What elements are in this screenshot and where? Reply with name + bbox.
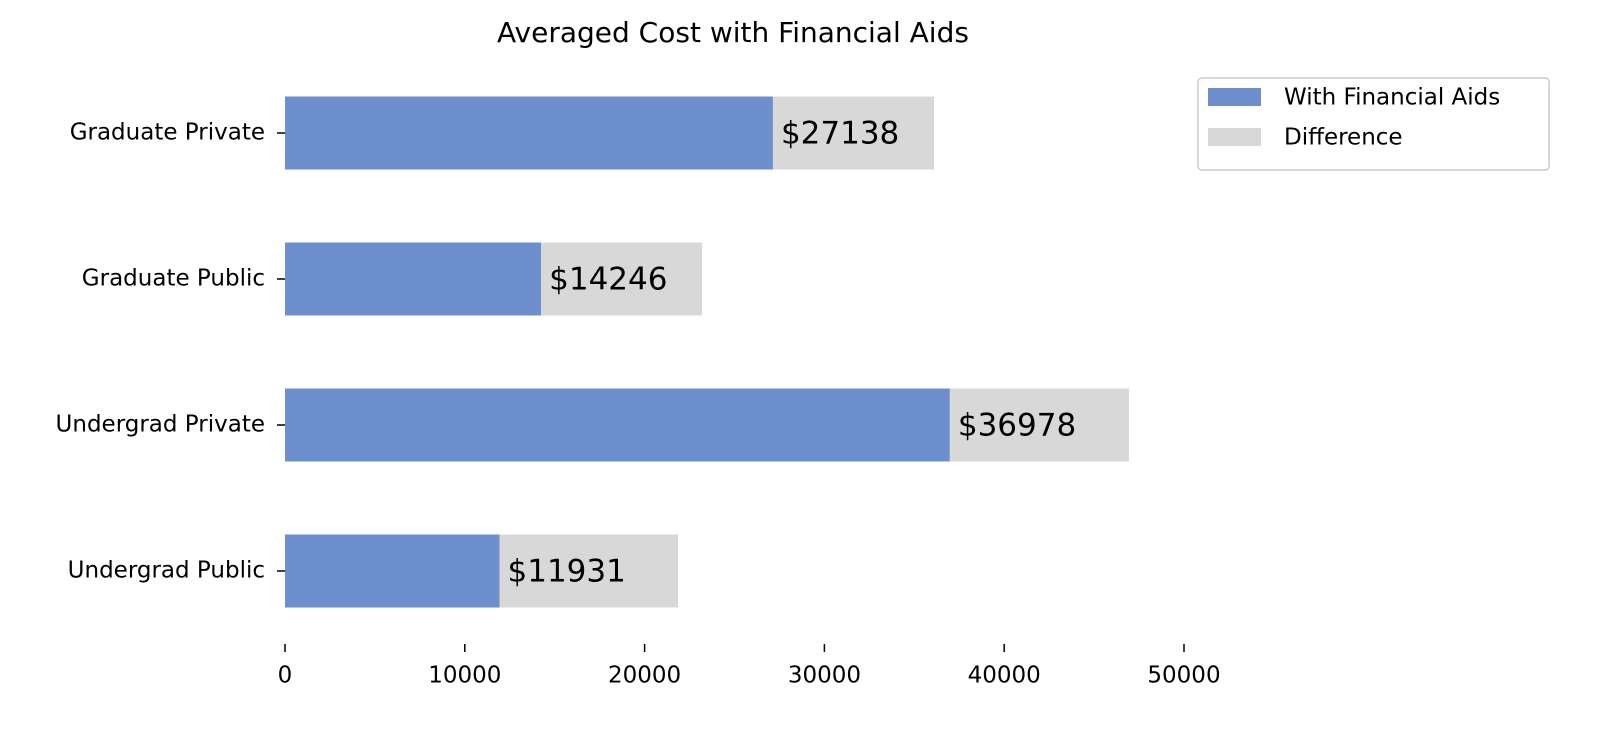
y-tick-label: Undergrad Public [68,558,265,584]
x-tick-label: 10000 [428,663,501,689]
x-tick-label: 0 [278,663,293,689]
value-label: $27138 [781,116,899,152]
legend-label: With Financial Aids [1284,85,1500,111]
bar [285,242,542,316]
bar [285,534,500,608]
bar [949,388,1129,462]
y-tick-label: Graduate Public [82,266,265,292]
legend-box [1197,77,1550,171]
bar [285,388,950,462]
value-label: $11931 [508,554,626,590]
x-tick-label: 30000 [788,663,861,689]
y-tick-label: Graduate Private [70,120,265,146]
bar [285,96,773,170]
bar [772,96,935,170]
bar [541,242,703,316]
x-tick-label: 20000 [608,663,681,689]
legend-swatch [1208,88,1261,106]
x-tick-label: 40000 [968,663,1041,689]
chart-title: Averaged Cost with Financial Aids [497,16,969,49]
y-tick-label: Undergrad Private [56,412,265,438]
bar [499,534,679,608]
value-label: $14246 [549,262,667,298]
x-tick-label: 50000 [1147,663,1220,689]
legend-swatch [1208,128,1261,146]
value-label: $36978 [958,408,1076,444]
legend-label: Difference [1284,125,1403,151]
